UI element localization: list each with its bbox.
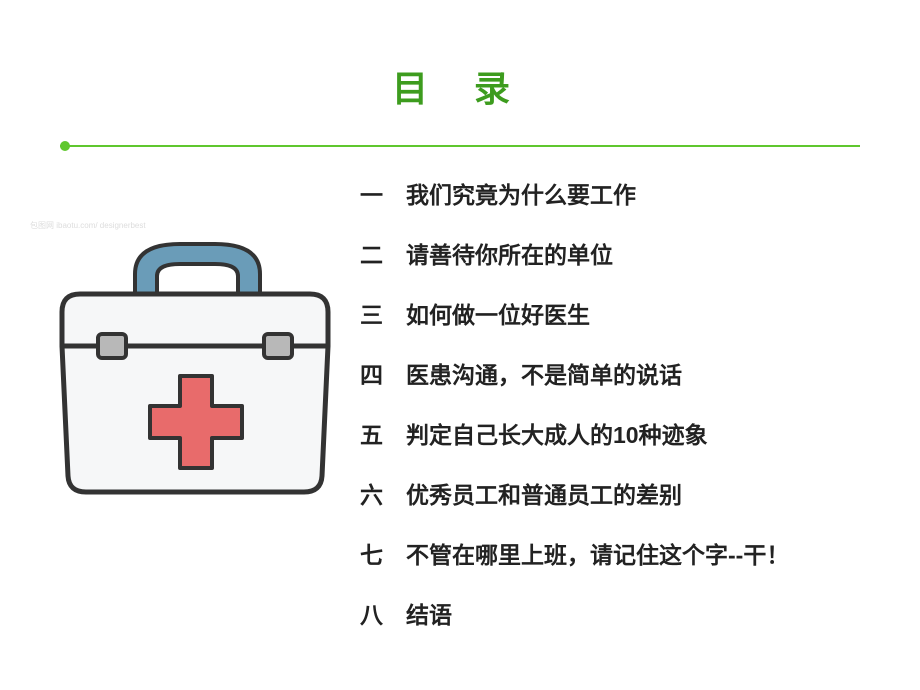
- toc-item-text: 判定自己长大成人的10种迹象: [406, 416, 880, 450]
- divider: [60, 140, 860, 152]
- toc-item-text: 医患沟通，不是简单的说话: [406, 356, 880, 390]
- toc-item-text: 结语: [406, 596, 880, 630]
- toc-item-number: 一: [360, 176, 406, 210]
- toc-item-number: 七: [360, 536, 406, 570]
- divider-dot: [60, 141, 70, 151]
- toc-item-number: 三: [360, 296, 406, 330]
- kit-handle: [135, 244, 260, 294]
- toc-item-number: 二: [360, 236, 406, 270]
- toc-item: 二 请善待你所在的单位: [360, 236, 880, 270]
- toc-item: 三 如何做一位好医生: [360, 296, 880, 330]
- toc-item-text: 我们究竟为什么要工作: [406, 176, 880, 210]
- kit-latch-left: [98, 334, 126, 358]
- kit-latch-right: [264, 334, 292, 358]
- divider-line: [60, 145, 860, 147]
- toc-item: 五 判定自己长大成人的10种迹象: [360, 416, 880, 450]
- watermark-text: 包图网 ibaotu.com/ designerbest: [30, 220, 146, 231]
- toc-item-number: 八: [360, 596, 406, 630]
- toc-item: 八 结语: [360, 596, 880, 630]
- toc-item-text: 请善待你所在的单位: [406, 236, 880, 270]
- toc-item: 六 优秀员工和普通员工的差别: [360, 476, 880, 510]
- page-title: 目 录: [0, 0, 920, 140]
- toc-item-number: 四: [360, 356, 406, 390]
- toc-item-text: 优秀员工和普通员工的差别: [406, 476, 880, 510]
- toc-item: 四 医患沟通，不是简单的说话: [360, 356, 880, 390]
- toc-item-number: 六: [360, 476, 406, 510]
- content-area: 一 我们究竟为什么要工作 二 请善待你所在的单位 三 如何做一位好医生 四 医患…: [0, 176, 920, 656]
- toc-item-text: 不管在哪里上班，请记住这个字--干！: [406, 536, 880, 570]
- toc-item-text: 如何做一位好医生: [406, 296, 880, 330]
- toc-list: 一 我们究竟为什么要工作 二 请善待你所在的单位 三 如何做一位好医生 四 医患…: [350, 176, 880, 656]
- toc-item: 一 我们究竟为什么要工作: [360, 176, 880, 210]
- toc-item: 七 不管在哪里上班，请记住这个字--干！: [360, 536, 880, 570]
- toc-item-number: 五: [360, 416, 406, 450]
